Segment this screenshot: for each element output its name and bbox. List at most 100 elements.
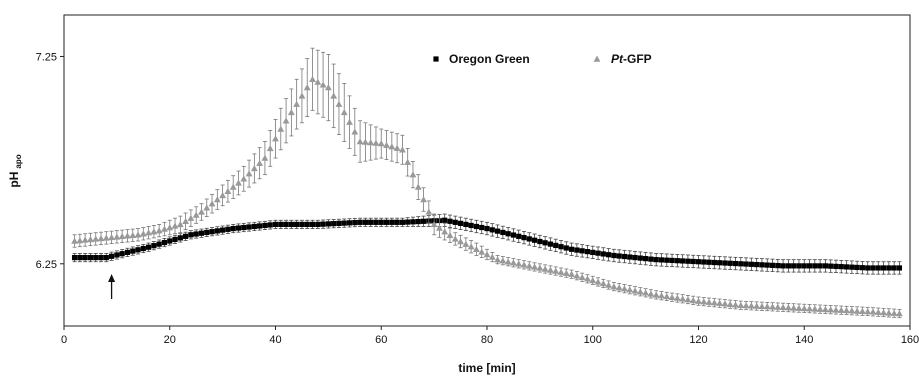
data-point: [246, 224, 252, 230]
data-point: [669, 257, 675, 264]
legend-label: Pt-GFP: [611, 52, 652, 66]
data-point: [695, 259, 702, 265]
data-point: [187, 214, 195, 221]
data-point: [130, 248, 136, 254]
x-tick-label: 40: [269, 334, 281, 346]
data-point: [896, 265, 903, 271]
data-point: [98, 254, 104, 261]
data-point: [230, 225, 236, 232]
data-point: [129, 231, 137, 239]
data-point: [806, 305, 813, 312]
data-point: [213, 196, 221, 203]
data-point: [299, 221, 305, 228]
data-point: [663, 293, 671, 300]
data-point: [853, 307, 861, 314]
data-point: [298, 92, 306, 99]
data-point: [415, 218, 421, 225]
data-point: [769, 262, 776, 268]
data-point: [531, 263, 538, 270]
data-point: [166, 224, 174, 231]
data-point: [726, 300, 734, 307]
data-point: [563, 245, 569, 251]
legend-label-part: Oregon Green: [449, 52, 530, 66]
data-point: [203, 204, 211, 211]
data-point: [891, 265, 897, 271]
data-point: [167, 238, 173, 244]
data-point: [537, 238, 543, 245]
data-point: [288, 221, 294, 228]
data-point: [848, 307, 856, 314]
data-point: [796, 263, 802, 269]
data-point: [457, 238, 464, 245]
data-point: [526, 236, 532, 242]
data-point: [81, 236, 89, 243]
data-point: [135, 247, 141, 253]
data-point: [584, 249, 591, 255]
data-point: [209, 229, 215, 235]
data-point: [150, 228, 158, 235]
annotation-arrow-head: [108, 274, 116, 282]
y-axis-title-main: pH: [7, 172, 21, 188]
data-point: [303, 84, 311, 91]
data-point: [610, 283, 618, 290]
data-point: [753, 302, 761, 309]
data-point: [183, 233, 189, 239]
data-point: [627, 254, 633, 260]
data-point: [827, 306, 835, 313]
y-tick-label: 6.25: [36, 259, 57, 271]
x-tick-label: 60: [375, 334, 387, 346]
data-point: [515, 260, 523, 267]
data-point: [864, 308, 872, 315]
data-point: [870, 265, 876, 271]
data-point: [151, 243, 157, 249]
data-point: [547, 241, 554, 247]
data-point: [763, 303, 771, 310]
data-point: [261, 154, 269, 161]
data-point: [182, 217, 190, 225]
data-point: [590, 249, 596, 255]
data-point: [188, 232, 194, 238]
data-point: [658, 257, 665, 263]
data-point: [599, 280, 607, 287]
data-point: [352, 219, 358, 226]
data-point: [488, 253, 496, 260]
series-pt-gfp: [71, 47, 903, 319]
y-axis-title-subscript: apo: [14, 154, 23, 168]
data-point: [93, 254, 99, 261]
data-point: [643, 256, 649, 262]
data-point: [679, 295, 687, 302]
data-point: [287, 109, 295, 116]
data-point: [145, 229, 152, 236]
x-tick-label: 140: [795, 334, 813, 346]
data-point: [71, 237, 78, 244]
data-point: [92, 235, 100, 242]
data-point: [568, 270, 575, 277]
data-point: [442, 217, 448, 223]
data-point: [214, 228, 220, 234]
data-point: [414, 183, 422, 190]
data-point: [790, 304, 798, 311]
data-point: [108, 233, 115, 241]
data-point: [82, 254, 88, 261]
data-point: [859, 307, 866, 314]
data-point: [172, 236, 178, 243]
data-point: [516, 233, 522, 239]
data-point: [574, 247, 580, 253]
x-tick-label: 20: [164, 334, 176, 346]
data-point: [463, 221, 469, 228]
data-point: [695, 297, 702, 304]
data-point: [536, 264, 544, 271]
data-point: [791, 263, 797, 269]
data-point: [621, 285, 628, 292]
data-point: [204, 229, 210, 236]
data-point: [219, 191, 227, 199]
data-point: [673, 294, 681, 301]
x-tick-label: 160: [901, 334, 919, 346]
data-point: [124, 232, 131, 239]
data-point: [331, 221, 337, 227]
data-point: [119, 251, 125, 257]
data-point: [294, 221, 300, 228]
data-point: [505, 231, 511, 237]
data-point: [394, 219, 400, 225]
